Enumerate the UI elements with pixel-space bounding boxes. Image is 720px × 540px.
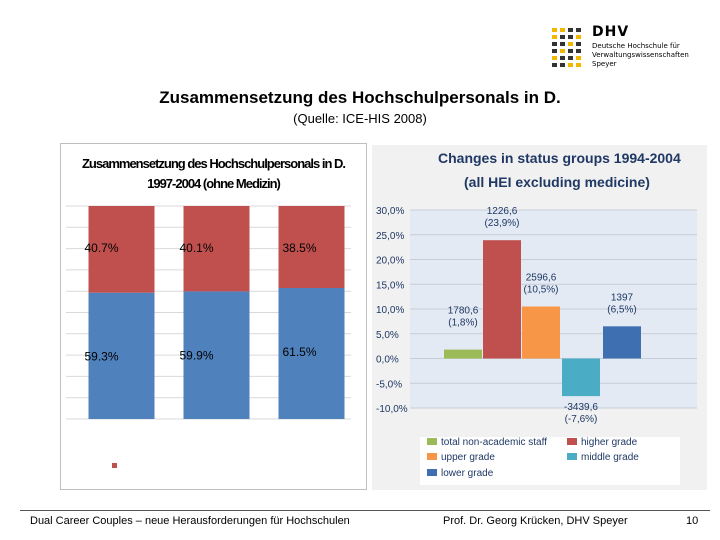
slide-title: Zusammensetzung des Hochschulpersonals i…: [159, 88, 561, 107]
logo-dot: [560, 63, 565, 67]
right-bar-percent-label: (6,5%): [607, 304, 636, 315]
left-stacked-bar-chart: 59.3% 40.7% 59.9% 40.1% 61.5% 38.5%: [66, 205, 351, 468]
right-y-tick-label: 20,0%: [376, 256, 404, 267]
right-bar-percent-label: (1,8%): [448, 318, 477, 329]
logo-dot: [568, 63, 573, 67]
logo-dot: [552, 49, 557, 53]
logo-dot: [552, 56, 557, 60]
left-bar-label: 59.3%: [85, 350, 119, 364]
logo-dot: [552, 63, 557, 67]
right-y-tick-label: -5,0%: [376, 379, 402, 390]
logo-dot: [560, 28, 565, 32]
right-status-change-chart: Changes in status groups 1994-2004 (all H…: [376, 150, 697, 485]
right-y-tick-label: -10,0%: [376, 404, 408, 415]
footer-divider: [20, 510, 710, 511]
right-chart-panel: Changes in status groups 1994-2004 (all H…: [372, 145, 707, 490]
logo-dot: [576, 49, 581, 53]
logo-dot: [560, 42, 565, 46]
left-legend-marker: [112, 463, 117, 468]
left-bar-label: 61.5%: [283, 345, 317, 359]
right-legend-label: higher grade: [581, 437, 638, 448]
right-legend-swatch: [427, 469, 437, 476]
left-bar-segment: [88, 206, 155, 293]
left-bar-segment: [278, 288, 345, 419]
left-bar-segment: [183, 291, 250, 419]
logo-dot: [552, 35, 557, 39]
right-bar-value-label: -3439,6: [564, 402, 598, 413]
right-legend-label: middle grade: [581, 452, 639, 463]
right-legend-swatch: [427, 438, 437, 445]
right-y-tick-label: 0,0%: [376, 355, 399, 366]
logo-dot: [576, 42, 581, 46]
right-y-tick-label: 5,0%: [376, 330, 399, 341]
logo-dot: [568, 56, 573, 60]
slide-subtitle: (Quelle: ICE-HIS 2008): [293, 111, 427, 126]
left-bar-segment: [183, 206, 250, 292]
logo-dot: [568, 49, 573, 53]
right-y-tick-label: 30,0%: [376, 206, 404, 217]
page-number: 10: [686, 515, 699, 527]
right-bar: [603, 326, 641, 359]
left-bar-label: 40.7%: [85, 241, 119, 255]
logo-dot: [576, 56, 581, 60]
right-bar-value-label: 1226,6: [487, 206, 518, 217]
left-chart-title: Zusammensetzung des Hochschulpersonals i…: [61, 154, 366, 194]
logo-name: DHV: [592, 24, 630, 40]
footer-title: Dual Career Couples – neue Herausforderu…: [30, 515, 350, 527]
right-bar: [483, 240, 521, 359]
logo-line-2: Verwaltungswissenschaften: [592, 51, 689, 59]
footer-author: Prof. Dr. Georg Krücken, DHV Speyer: [443, 515, 628, 527]
logo-subtitle: Deutsche Hochschule für Verwaltungswisse…: [592, 42, 702, 69]
right-y-tick-label: 15,0%: [376, 280, 404, 291]
logo-dot: [552, 28, 557, 32]
left-chart-title-line-2: 1997-2004 (ohne Medizin): [147, 176, 281, 191]
right-bar: [562, 358, 600, 397]
logo-dot: [568, 35, 573, 39]
right-bar-percent-label: (-7,6%): [565, 414, 598, 425]
right-legend-label: total non-academic staff: [441, 437, 547, 448]
logo-dot-grid-icon: [552, 28, 581, 67]
logo-dot: [568, 42, 573, 46]
right-bar-value-label: 1397: [611, 292, 634, 303]
right-chart-title-line-1: Changes in status groups 1994-2004: [438, 150, 681, 166]
left-bar-label: 38.5%: [283, 241, 317, 255]
right-bar-percent-label: (23,9%): [484, 218, 519, 229]
right-bar-percent-label: (10,5%): [523, 285, 558, 296]
left-bar-label: 59.9%: [180, 348, 214, 362]
right-legend-label: lower grade: [441, 468, 494, 479]
right-bar: [522, 306, 560, 359]
logo-dot: [576, 63, 581, 67]
right-bar-value-label: 1780,6: [448, 306, 479, 317]
right-legend-swatch: [427, 453, 437, 460]
logo-line-3: Speyer: [592, 60, 617, 68]
logo-dot: [576, 35, 581, 39]
dhv-logo: DHV Deutsche Hochschule für Verwaltungsw…: [550, 22, 700, 78]
logo-dot: [560, 56, 565, 60]
logo-line-1: Deutsche Hochschule für: [592, 42, 680, 50]
left-bar-segment: [278, 206, 345, 289]
left-chart-panel: Zusammensetzung des Hochschulpersonals i…: [60, 143, 367, 490]
right-y-tick-label: 25,0%: [376, 231, 404, 242]
right-chart-title-line-2: (all HEI excluding medicine): [464, 174, 650, 190]
logo-dot: [552, 42, 557, 46]
right-legend-swatch: [567, 453, 577, 460]
right-y-tick-label: 10,0%: [376, 305, 404, 316]
right-legend-label: upper grade: [441, 452, 495, 463]
left-chart-title-line-1: Zusammensetzung des Hochschulpersonals i…: [81, 156, 346, 171]
left-bar-label: 40.1%: [180, 241, 214, 255]
logo-dot: [560, 49, 565, 53]
logo-dot: [576, 28, 581, 32]
left-bar-segment: [88, 292, 155, 419]
right-legend-swatch: [567, 438, 577, 445]
logo-dot: [568, 28, 573, 32]
right-bar-value-label: 2596,6: [526, 273, 557, 284]
right-legend-box: [420, 437, 680, 485]
right-bar: [444, 349, 482, 359]
logo-dot: [560, 35, 565, 39]
